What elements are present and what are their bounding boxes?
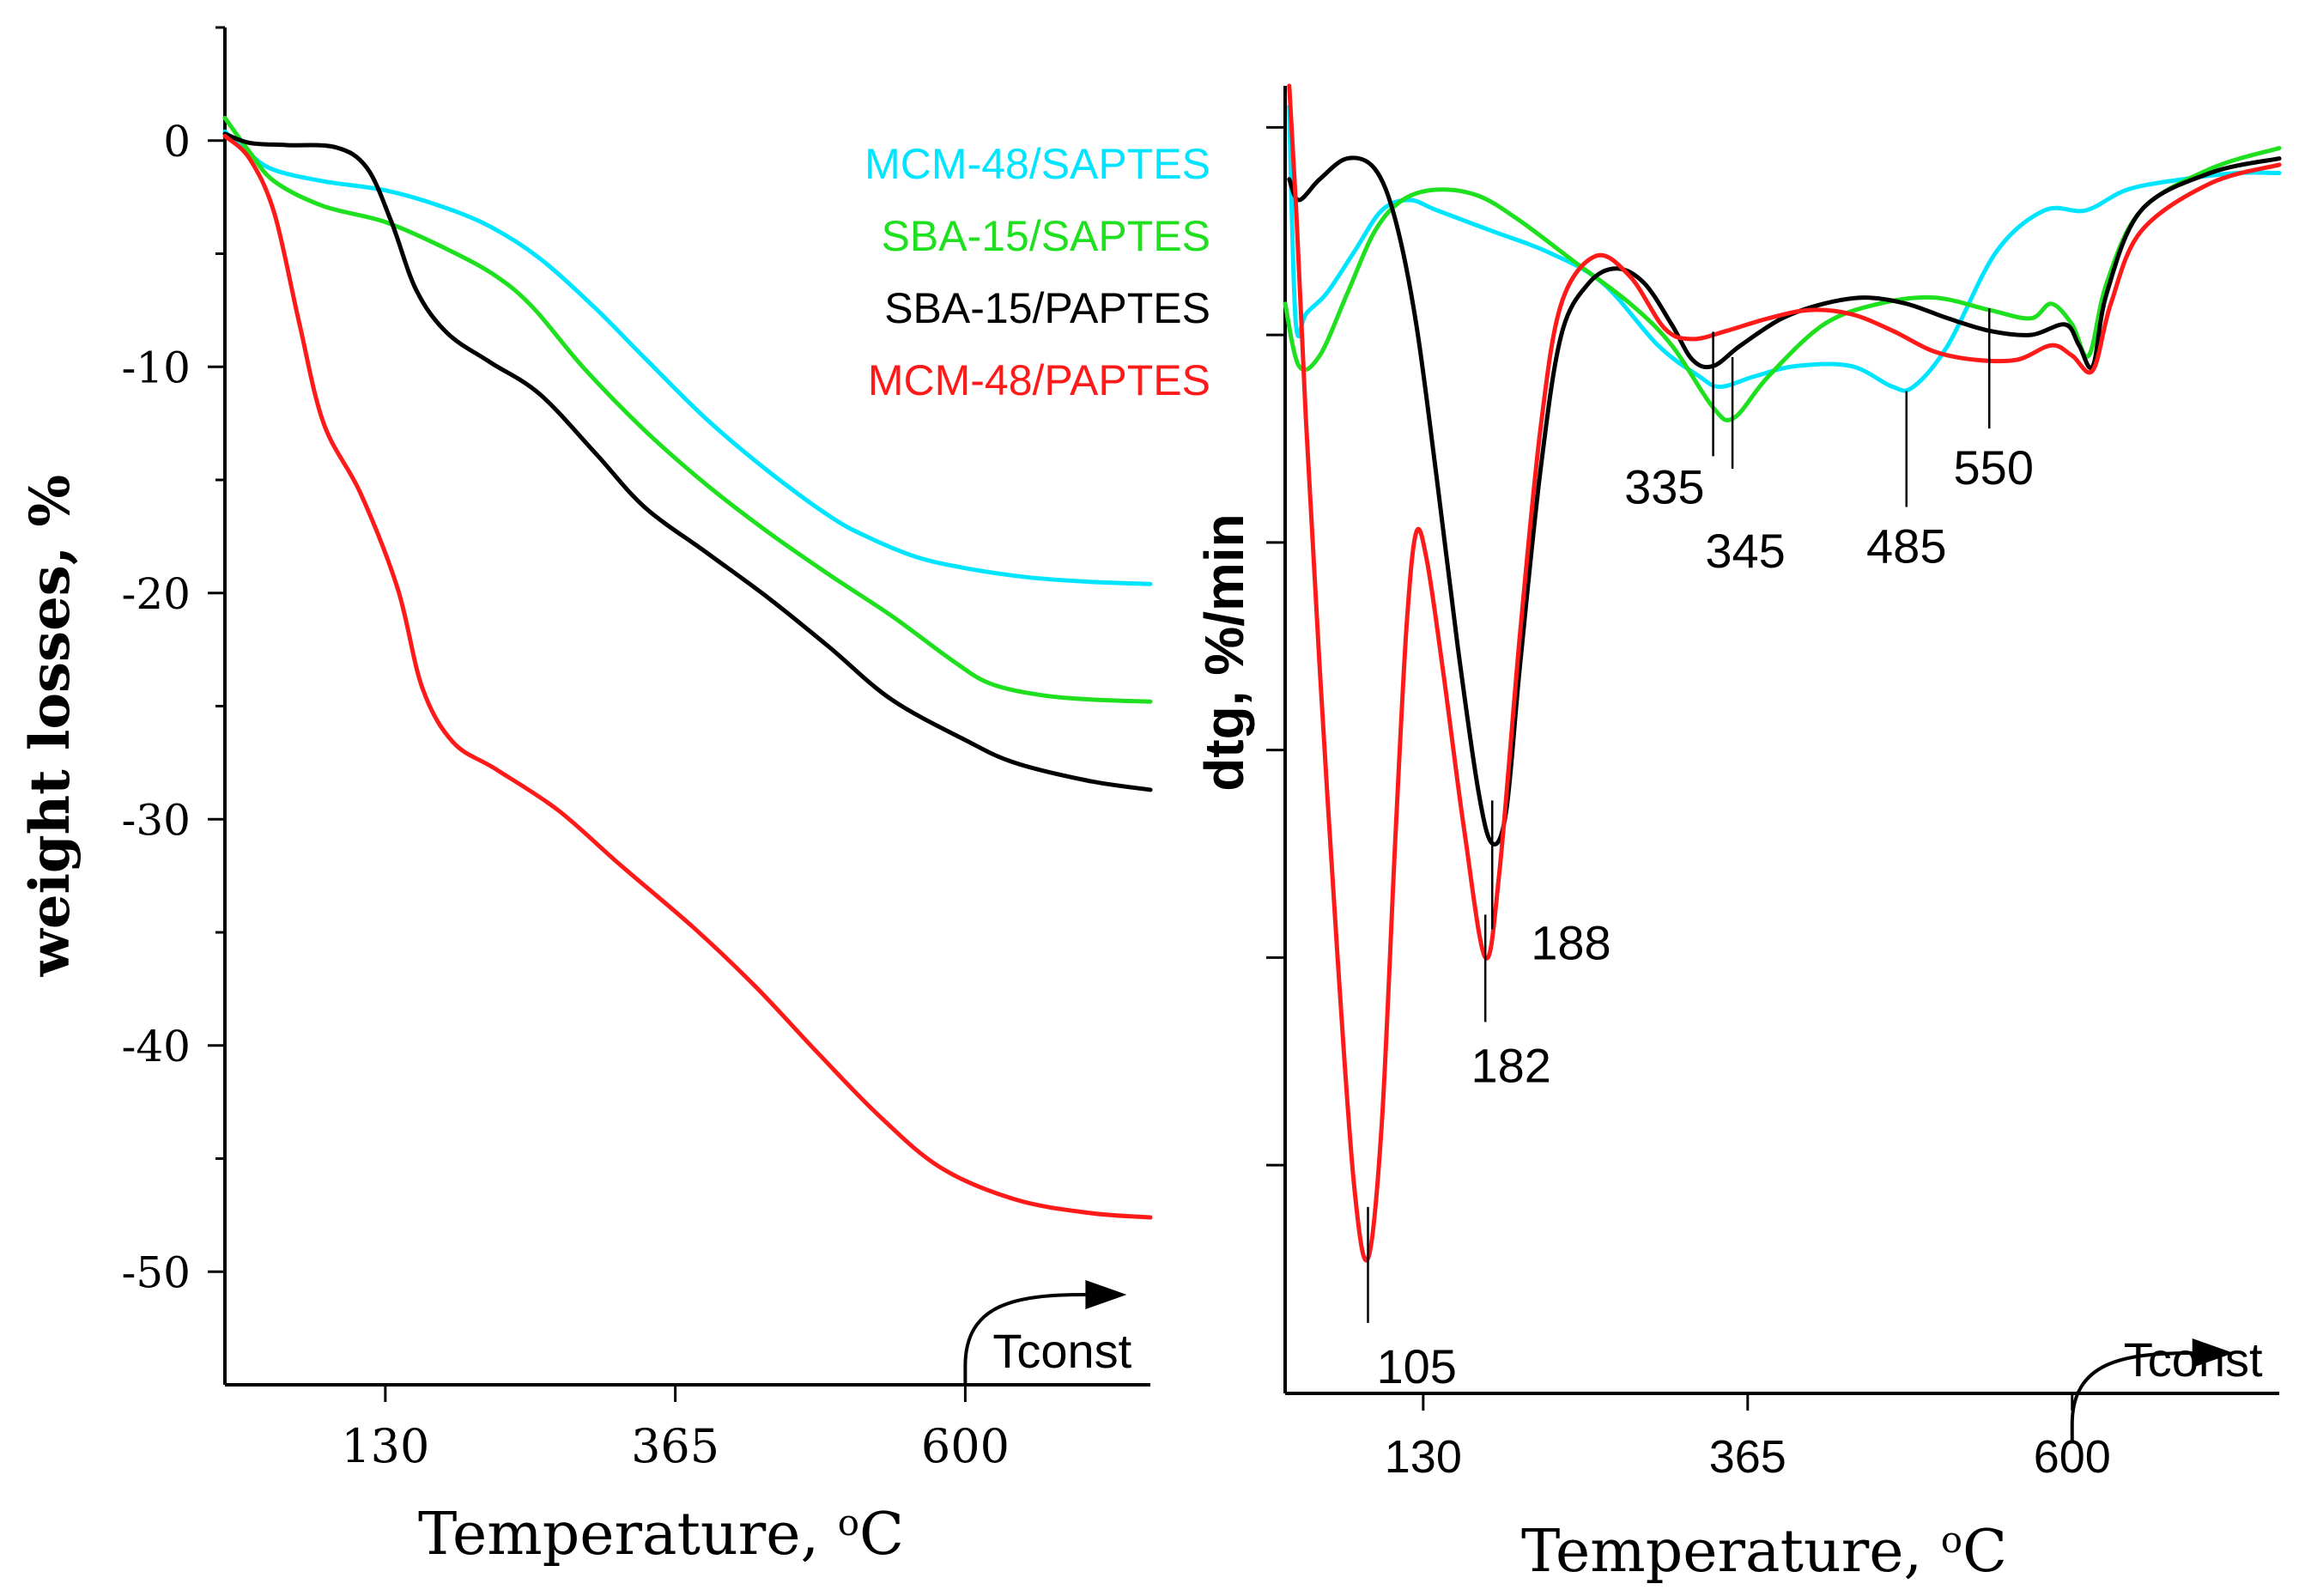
- left-y-tick-label: -10: [121, 343, 191, 392]
- right-x-tick-label: 365: [1709, 1431, 1786, 1483]
- left-tconst-arrowhead-icon: [1085, 1280, 1127, 1309]
- left-x-axis-label-sup: o: [838, 1502, 859, 1544]
- left-series-line-mcm-48-paptes: [222, 134, 1153, 1220]
- left-chart-panel: 0 -10 -20 -30 -40 -50 130 365 600 weight losses,…: [18, 26, 1210, 1569]
- peak-label: 105: [1377, 1339, 1457, 1393]
- right-y-axis-label: dtg, %/min: [1193, 513, 1255, 792]
- legend-entry: SBA-15/PAPTES: [884, 284, 1210, 332]
- legend-entry: SBA-15/SAPTES: [882, 212, 1211, 260]
- peak-label: 485: [1866, 519, 1946, 573]
- peak-label: 335: [1624, 459, 1704, 513]
- left-axis-ticks: 0 -10 -20 -30 -40 -50 130 365 600: [121, 26, 1010, 1473]
- right-tconst-arrowhead-icon: [2192, 1338, 2234, 1368]
- left-x-axis-label-text: Temperature,: [418, 1501, 838, 1569]
- left-y-tick-label: -40: [121, 1022, 191, 1071]
- right-tconst-annotation: Tconst: [2124, 1332, 2263, 1387]
- right-series-line-mcm-48-saptes: [1287, 104, 2282, 393]
- left-series-line-mcm-48-saptes: [222, 129, 1153, 586]
- right-x-tick-label: 130: [1385, 1431, 1462, 1483]
- left-y-tick-label: -30: [121, 795, 191, 845]
- left-series-group: [222, 115, 1153, 1220]
- right-series-line-mcm-48-paptes: [1287, 83, 2282, 1263]
- right-series-group: [1283, 83, 2282, 1263]
- left-x-axis-label: Temperature, oC: [418, 1501, 904, 1569]
- left-y-tick-label: -50: [121, 1247, 191, 1297]
- left-y-tick-label: 0: [163, 117, 191, 167]
- left-y-tick-label: -20: [121, 569, 191, 619]
- left-x-tick-label: 600: [921, 1419, 1010, 1473]
- legend-entry: MCM-48/PAPTES: [868, 356, 1210, 404]
- right-x-axis-label-text: Temperature,: [1521, 1518, 1941, 1586]
- peak-label: 345: [1705, 524, 1785, 578]
- left-y-axis-label: weight losses, %: [18, 475, 82, 977]
- left-x-tick-label: 130: [341, 1419, 429, 1473]
- peak-label: 182: [1471, 1038, 1550, 1092]
- legend-entry: MCM-48/SAPTES: [864, 140, 1210, 188]
- right-series-line-sba-15-saptes: [1283, 146, 2282, 422]
- right-x-axis-label: Temperature, oC: [1521, 1518, 2007, 1586]
- left-legend: MCM-48/SAPTES SBA-15/SAPTES SBA-15/PAPTES M…: [864, 140, 1210, 404]
- right-x-axis-label-unit: C: [1962, 1518, 2007, 1586]
- left-series-line-sba-15-paptes: [222, 131, 1153, 792]
- peak-label: 188: [1531, 915, 1610, 969]
- left-tconst-arrow-icon: [963, 1293, 1086, 1385]
- peak-label: 550: [1954, 440, 2034, 495]
- left-x-tick-label: 365: [631, 1419, 719, 1473]
- right-x-axis-label-sup: o: [1941, 1519, 1962, 1561]
- left-x-axis-label-unit: C: [859, 1501, 904, 1569]
- right-series-line-sba-15-paptes: [1287, 155, 2282, 847]
- left-series-line-sba-15-saptes: [222, 115, 1153, 704]
- right-tconst-arrow-icon: [2070, 1351, 2193, 1443]
- left-tconst-annotation: Tconst: [992, 1324, 1131, 1378]
